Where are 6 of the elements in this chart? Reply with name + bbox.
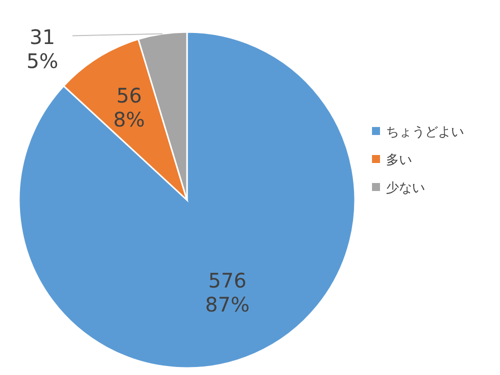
data-label: 56 8%	[113, 83, 145, 132]
legend-label: 少ない	[386, 181, 425, 196]
legend-label: 多い	[386, 153, 412, 168]
data-label: 576 87%	[205, 268, 250, 316]
data-label: 31 5%	[26, 24, 58, 73]
legend-label: ちょうどよい	[386, 125, 464, 140]
